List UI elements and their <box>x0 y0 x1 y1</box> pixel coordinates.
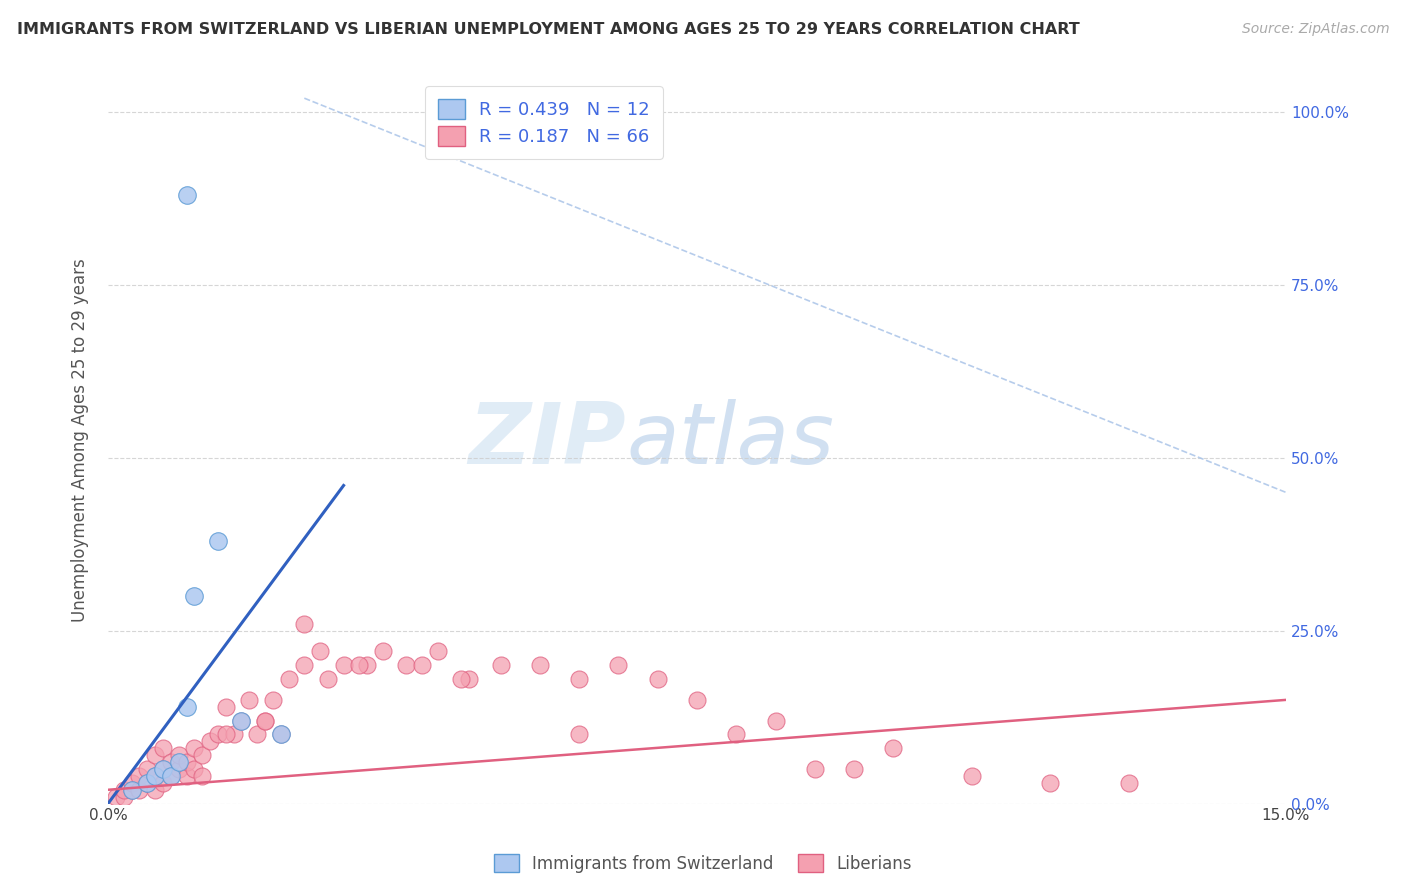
Point <box>349 658 371 673</box>
Point <box>112 789 135 804</box>
Point <box>183 762 205 776</box>
Point <box>231 714 253 728</box>
Point <box>332 658 354 673</box>
Point <box>136 776 159 790</box>
Point <box>1118 776 1140 790</box>
Point <box>215 727 238 741</box>
Point <box>121 782 143 797</box>
Text: Source: ZipAtlas.com: Source: ZipAtlas.com <box>1241 22 1389 37</box>
Point <box>356 658 378 673</box>
Point <box>143 769 166 783</box>
Point <box>207 727 229 741</box>
Point <box>152 762 174 776</box>
Point <box>176 755 198 769</box>
Point <box>183 741 205 756</box>
Legend: R = 0.439   N = 12, R = 0.187   N = 66: R = 0.439 N = 12, R = 0.187 N = 66 <box>425 87 662 159</box>
Y-axis label: Unemployment Among Ages 25 to 29 years: Unemployment Among Ages 25 to 29 years <box>72 259 89 623</box>
Point <box>121 776 143 790</box>
Text: ZIP: ZIP <box>468 399 626 482</box>
Point <box>607 658 630 673</box>
Point <box>128 769 150 783</box>
Point <box>270 727 292 741</box>
Point <box>254 714 277 728</box>
Point <box>207 533 229 548</box>
Point <box>231 714 253 728</box>
Point <box>143 782 166 797</box>
Point <box>842 762 865 776</box>
Point <box>529 658 551 673</box>
Text: IMMIGRANTS FROM SWITZERLAND VS LIBERIAN UNEMPLOYMENT AMONG AGES 25 TO 29 YEARS C: IMMIGRANTS FROM SWITZERLAND VS LIBERIAN … <box>17 22 1080 37</box>
Point <box>183 589 205 603</box>
Point <box>568 727 591 741</box>
Point <box>167 755 190 769</box>
Point <box>198 734 221 748</box>
Point <box>176 699 198 714</box>
Point <box>152 741 174 756</box>
Point <box>176 188 198 202</box>
Point <box>104 789 127 804</box>
Point <box>395 658 418 673</box>
Point <box>222 727 245 741</box>
Point <box>136 776 159 790</box>
Point <box>277 672 299 686</box>
Point <box>458 672 481 686</box>
Point <box>686 693 709 707</box>
Point <box>215 699 238 714</box>
Point <box>765 714 787 728</box>
Point <box>292 616 315 631</box>
Point <box>246 727 269 741</box>
Point <box>112 782 135 797</box>
Point <box>803 762 825 776</box>
Point <box>411 658 433 673</box>
Point <box>128 782 150 797</box>
Point <box>426 644 449 658</box>
Point <box>191 769 214 783</box>
Point <box>143 769 166 783</box>
Point <box>725 727 748 741</box>
Point <box>159 769 181 783</box>
Point <box>568 672 591 686</box>
Point <box>152 762 174 776</box>
Point <box>371 644 394 658</box>
Point <box>159 755 181 769</box>
Legend: Immigrants from Switzerland, Liberians: Immigrants from Switzerland, Liberians <box>486 847 920 880</box>
Point <box>136 762 159 776</box>
Point <box>647 672 669 686</box>
Point <box>152 776 174 790</box>
Point <box>292 658 315 673</box>
Point <box>450 672 472 686</box>
Point <box>1039 776 1062 790</box>
Point <box>309 644 332 658</box>
Point <box>960 769 983 783</box>
Point <box>143 748 166 763</box>
Point <box>167 748 190 763</box>
Point <box>254 714 277 728</box>
Point <box>270 727 292 741</box>
Point <box>159 769 181 783</box>
Point <box>489 658 512 673</box>
Point <box>121 782 143 797</box>
Text: atlas: atlas <box>626 399 834 482</box>
Point <box>262 693 284 707</box>
Point <box>882 741 904 756</box>
Point <box>167 762 190 776</box>
Point <box>238 693 260 707</box>
Point <box>316 672 339 686</box>
Point <box>191 748 214 763</box>
Point <box>176 769 198 783</box>
